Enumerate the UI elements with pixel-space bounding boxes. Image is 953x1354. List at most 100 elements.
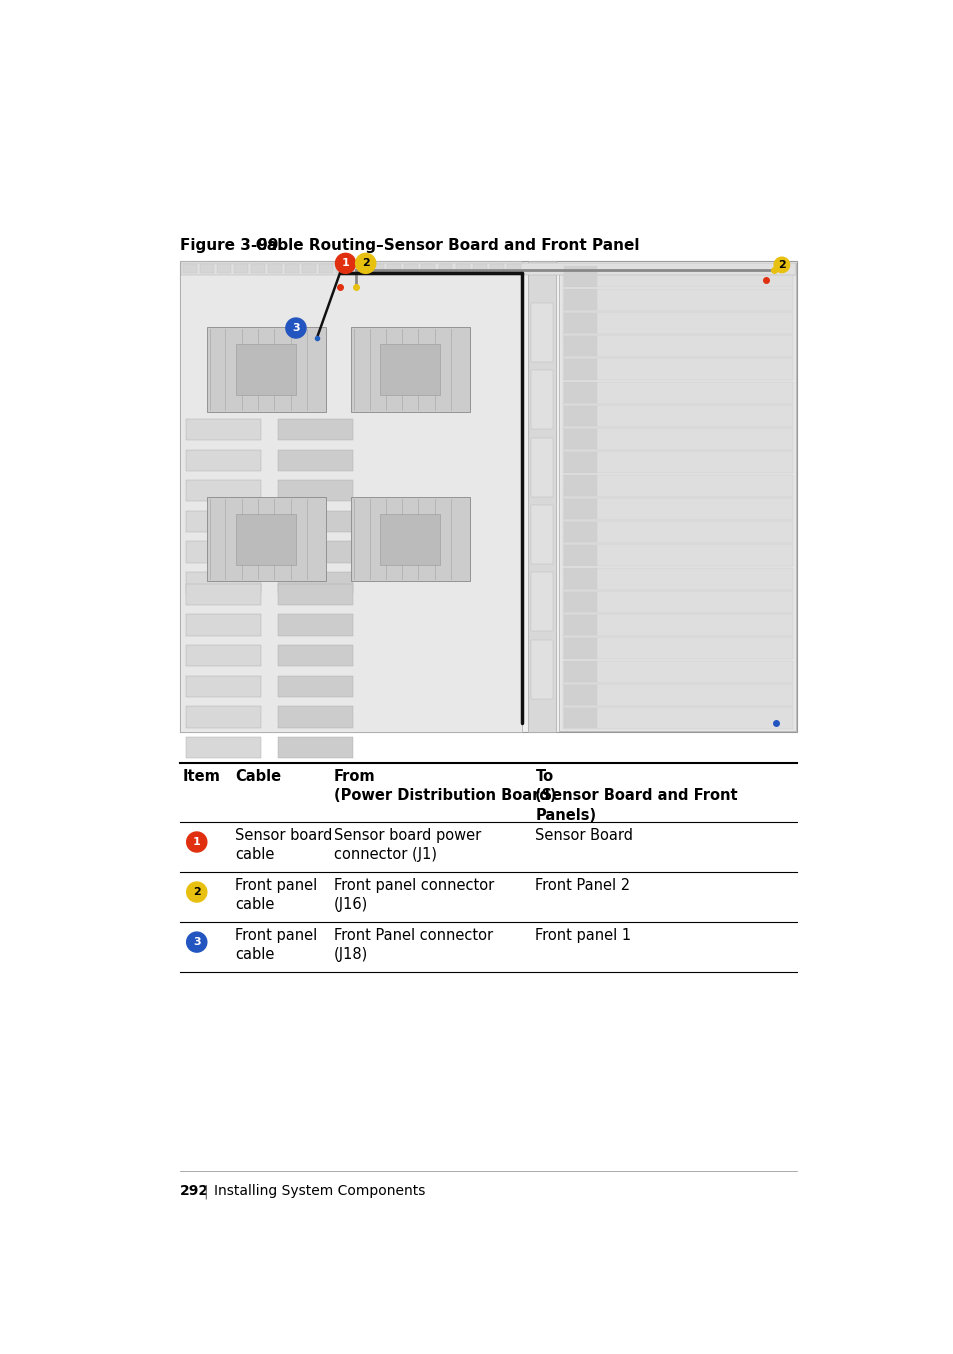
Circle shape bbox=[335, 253, 355, 274]
Bar bbox=[251, 264, 265, 274]
Bar bbox=[562, 334, 792, 357]
Bar bbox=[186, 481, 261, 501]
Bar bbox=[278, 645, 353, 666]
Bar bbox=[562, 544, 792, 566]
Bar bbox=[186, 510, 261, 532]
Text: 292: 292 bbox=[179, 1185, 209, 1198]
Bar bbox=[353, 264, 367, 274]
Bar bbox=[562, 311, 792, 334]
Bar bbox=[530, 639, 553, 699]
Bar bbox=[278, 737, 353, 758]
Bar bbox=[506, 264, 520, 274]
Bar bbox=[563, 359, 597, 379]
Bar bbox=[302, 264, 315, 274]
Text: Cable: Cable bbox=[235, 769, 281, 784]
Text: From
(Power Distribution Board): From (Power Distribution Board) bbox=[334, 769, 556, 803]
Text: 2: 2 bbox=[193, 887, 200, 898]
Bar bbox=[563, 521, 597, 543]
Circle shape bbox=[355, 253, 375, 274]
Bar bbox=[562, 707, 792, 730]
Bar bbox=[278, 676, 353, 697]
Bar bbox=[563, 685, 597, 705]
Bar bbox=[285, 264, 298, 274]
Bar bbox=[181, 263, 795, 275]
Bar bbox=[530, 303, 553, 362]
Bar bbox=[562, 590, 792, 613]
Bar bbox=[199, 264, 213, 274]
Bar bbox=[558, 263, 795, 731]
Bar bbox=[278, 542, 353, 563]
Bar bbox=[186, 615, 261, 635]
Bar bbox=[278, 510, 353, 532]
Text: 3: 3 bbox=[292, 324, 299, 333]
Bar bbox=[562, 451, 792, 474]
Bar bbox=[563, 708, 597, 728]
Bar bbox=[489, 264, 503, 274]
Bar bbox=[207, 328, 326, 412]
Bar bbox=[387, 264, 401, 274]
Bar bbox=[562, 684, 792, 705]
Text: Front Panel connector
(J18): Front Panel connector (J18) bbox=[334, 927, 493, 963]
Bar bbox=[562, 521, 792, 543]
Bar bbox=[563, 592, 597, 612]
Bar bbox=[179, 261, 521, 733]
Bar bbox=[186, 584, 261, 605]
Bar bbox=[186, 676, 261, 697]
Bar bbox=[562, 474, 792, 497]
Bar bbox=[563, 475, 597, 496]
Bar bbox=[563, 406, 597, 427]
Bar bbox=[236, 513, 295, 565]
Bar bbox=[562, 661, 792, 682]
Text: Installing System Components: Installing System Components bbox=[213, 1185, 425, 1198]
Bar bbox=[186, 418, 261, 440]
Text: Item: Item bbox=[183, 769, 220, 784]
Bar bbox=[528, 261, 555, 733]
Bar bbox=[186, 737, 261, 758]
Bar bbox=[278, 481, 353, 501]
Bar bbox=[563, 429, 597, 450]
Bar bbox=[456, 264, 469, 274]
Bar bbox=[530, 505, 553, 565]
Bar bbox=[530, 437, 553, 497]
Text: Cable Routing–Sensor Board and Front Panel: Cable Routing–Sensor Board and Front Pan… bbox=[240, 238, 639, 253]
Bar bbox=[438, 264, 452, 274]
Circle shape bbox=[187, 881, 207, 902]
Bar bbox=[404, 264, 418, 274]
Bar bbox=[563, 452, 597, 473]
Text: To
(Sensor Board and Front
Panels): To (Sensor Board and Front Panels) bbox=[535, 769, 738, 823]
Bar bbox=[186, 707, 261, 727]
Text: 2: 2 bbox=[778, 260, 785, 269]
Bar bbox=[563, 546, 597, 566]
Bar bbox=[278, 584, 353, 605]
Bar bbox=[186, 645, 261, 666]
Bar bbox=[335, 264, 350, 274]
Text: Figure 3-99.: Figure 3-99. bbox=[179, 238, 284, 253]
Bar bbox=[562, 498, 792, 520]
Bar bbox=[186, 542, 261, 563]
Bar bbox=[562, 382, 792, 403]
Bar bbox=[562, 428, 792, 450]
Bar bbox=[562, 615, 792, 636]
Bar bbox=[563, 336, 597, 356]
Bar bbox=[472, 264, 486, 274]
Bar bbox=[186, 571, 261, 593]
Bar bbox=[380, 513, 439, 565]
Bar bbox=[563, 569, 597, 589]
Circle shape bbox=[773, 257, 789, 272]
Bar bbox=[562, 405, 792, 427]
Bar bbox=[563, 498, 597, 519]
Bar bbox=[421, 264, 435, 274]
Bar bbox=[563, 638, 597, 658]
Text: 1: 1 bbox=[341, 259, 349, 268]
Bar bbox=[207, 497, 326, 581]
Bar bbox=[563, 615, 597, 635]
Text: Front panel 1: Front panel 1 bbox=[535, 927, 631, 942]
Bar bbox=[236, 344, 295, 395]
Bar bbox=[380, 344, 439, 395]
Bar bbox=[278, 615, 353, 635]
Bar bbox=[278, 418, 353, 440]
Text: Front panel connector
(J16): Front panel connector (J16) bbox=[334, 877, 494, 913]
Bar bbox=[563, 290, 597, 310]
Bar bbox=[186, 450, 261, 471]
Text: Sensor board power
connector (J1): Sensor board power connector (J1) bbox=[334, 827, 480, 862]
